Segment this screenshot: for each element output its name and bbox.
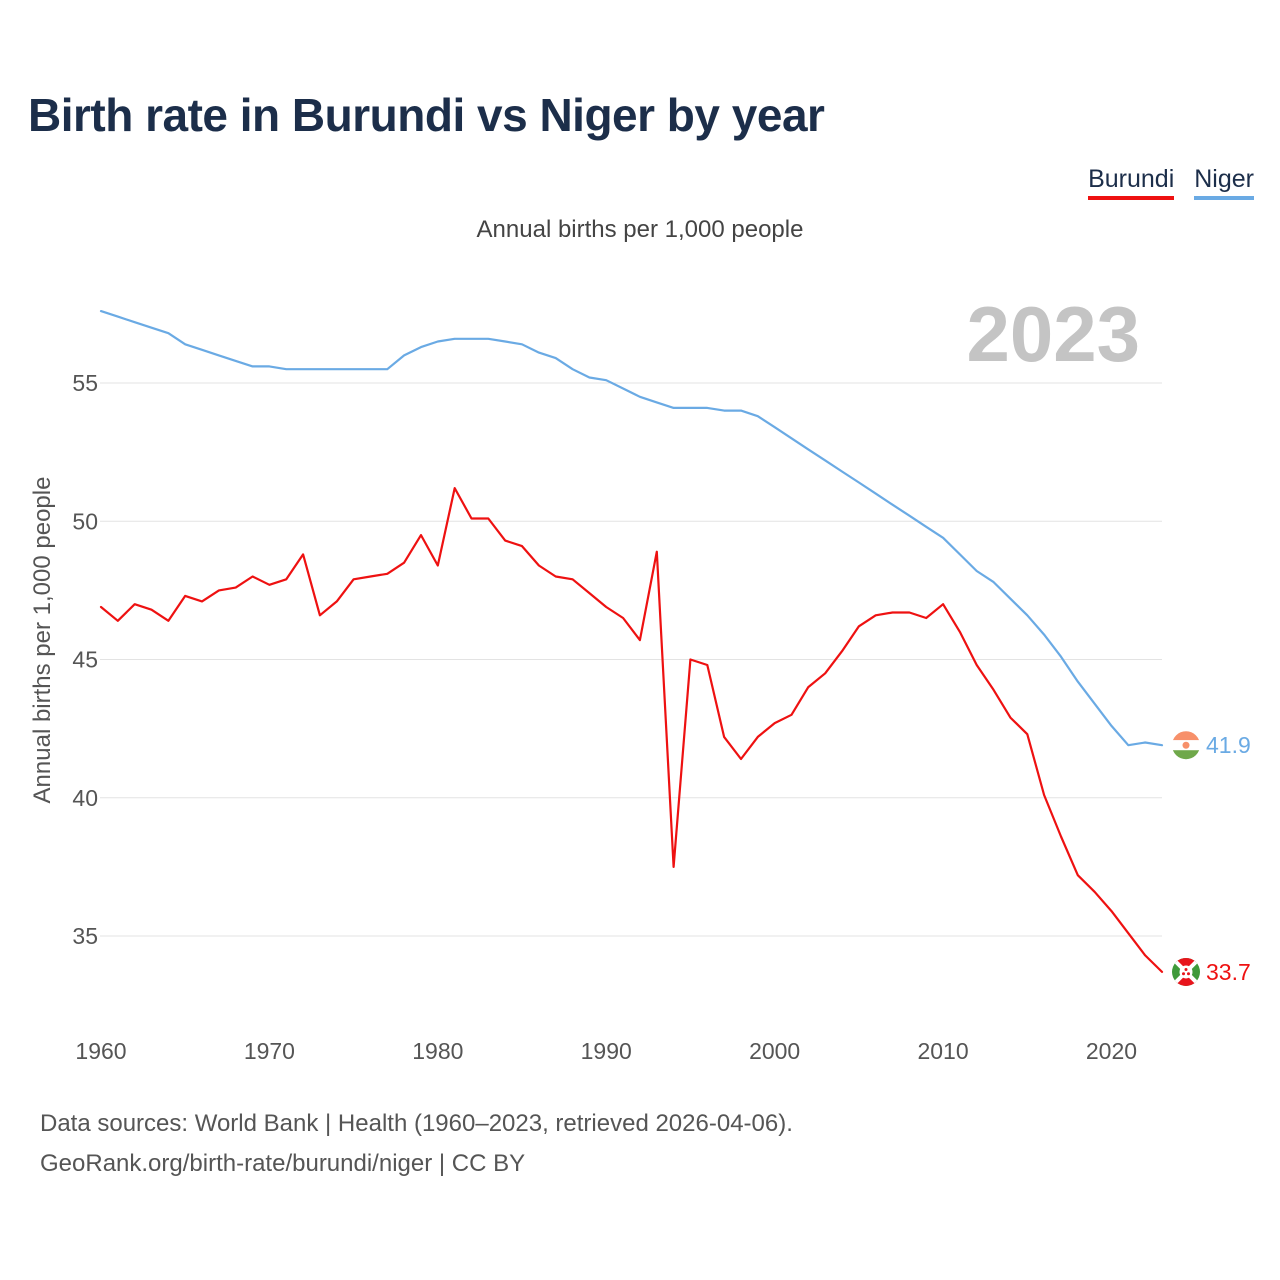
series-line-niger [99,310,1164,747]
legend: Burundi Niger [1088,165,1254,200]
year-label: 2023 [966,290,1140,378]
y-tick-label-55: 55 [72,370,98,396]
footer: Data sources: World Bank | Health (1960–… [40,1104,793,1184]
legend-item-burundi[interactable]: Burundi [1088,165,1175,200]
x-tick-label-1970: 1970 [244,1038,295,1064]
series-line-burundi [99,487,1164,974]
series-lines [99,310,1164,974]
legend-item-niger[interactable]: Niger [1194,165,1254,200]
end-value-label-niger: 41.9 [1206,732,1251,758]
y-axis-ticks: 35 40 45 50 55 [72,370,98,949]
grid-lines [100,382,1162,937]
x-tick-label-1960: 1960 [75,1038,126,1064]
attribution-line[interactable]: GeoRank.org/birth-rate/burundi/niger | C… [40,1150,526,1177]
y-axis-label: Annual births per 1,000 people [29,477,56,804]
y-tick-label-50: 50 [72,508,98,534]
x-tick-label-2010: 2010 [917,1038,968,1064]
flag-burundi-icon [1172,957,1200,986]
y-tick-label-35: 35 [72,923,98,949]
x-tick-label-1980: 1980 [412,1038,463,1064]
x-axis-ticks: 1960 1970 1980 1990 2000 2010 2020 [75,1038,1137,1064]
chart-title: Birth rate in Burundi vs Niger by year [28,89,825,141]
flag-niger-icon [1172,731,1200,760]
x-tick-label-2000: 2000 [749,1038,800,1064]
source-line: Data sources: World Bank | Health (1960–… [40,1110,793,1137]
end-value-label-burundi: 33.7 [1206,959,1251,985]
x-tick-label-1990: 1990 [581,1038,632,1064]
chart-subtitle: Annual births per 1,000 people [476,216,804,243]
x-tick-label-2020: 2020 [1086,1038,1137,1064]
y-tick-label-45: 45 [72,647,98,673]
y-tick-label-40: 40 [72,785,98,811]
series-end-markers: 33.7 41.9 [1172,731,1251,986]
